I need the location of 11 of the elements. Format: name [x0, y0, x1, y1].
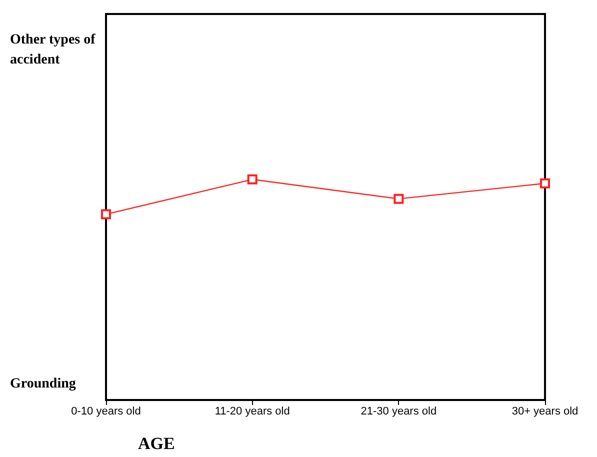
point [394, 194, 404, 204]
point [540, 178, 550, 188]
x-tick-label: 21-30 years old [360, 406, 437, 418]
x-tick-label: 30+ years old [512, 406, 578, 418]
text: Other types of accident [10, 32, 99, 68]
x-tick-label: 11-20 years old [214, 406, 290, 418]
text: Grounding [10, 376, 76, 392]
x-axis-title: AGE [138, 434, 175, 453]
point [101, 209, 111, 220]
x-tick-label: 0-10 years old [71, 406, 141, 418]
point [247, 174, 258, 184]
